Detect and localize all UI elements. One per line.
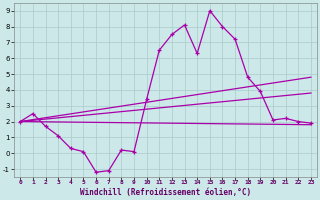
X-axis label: Windchill (Refroidissement éolien,°C): Windchill (Refroidissement éolien,°C) bbox=[80, 188, 251, 197]
